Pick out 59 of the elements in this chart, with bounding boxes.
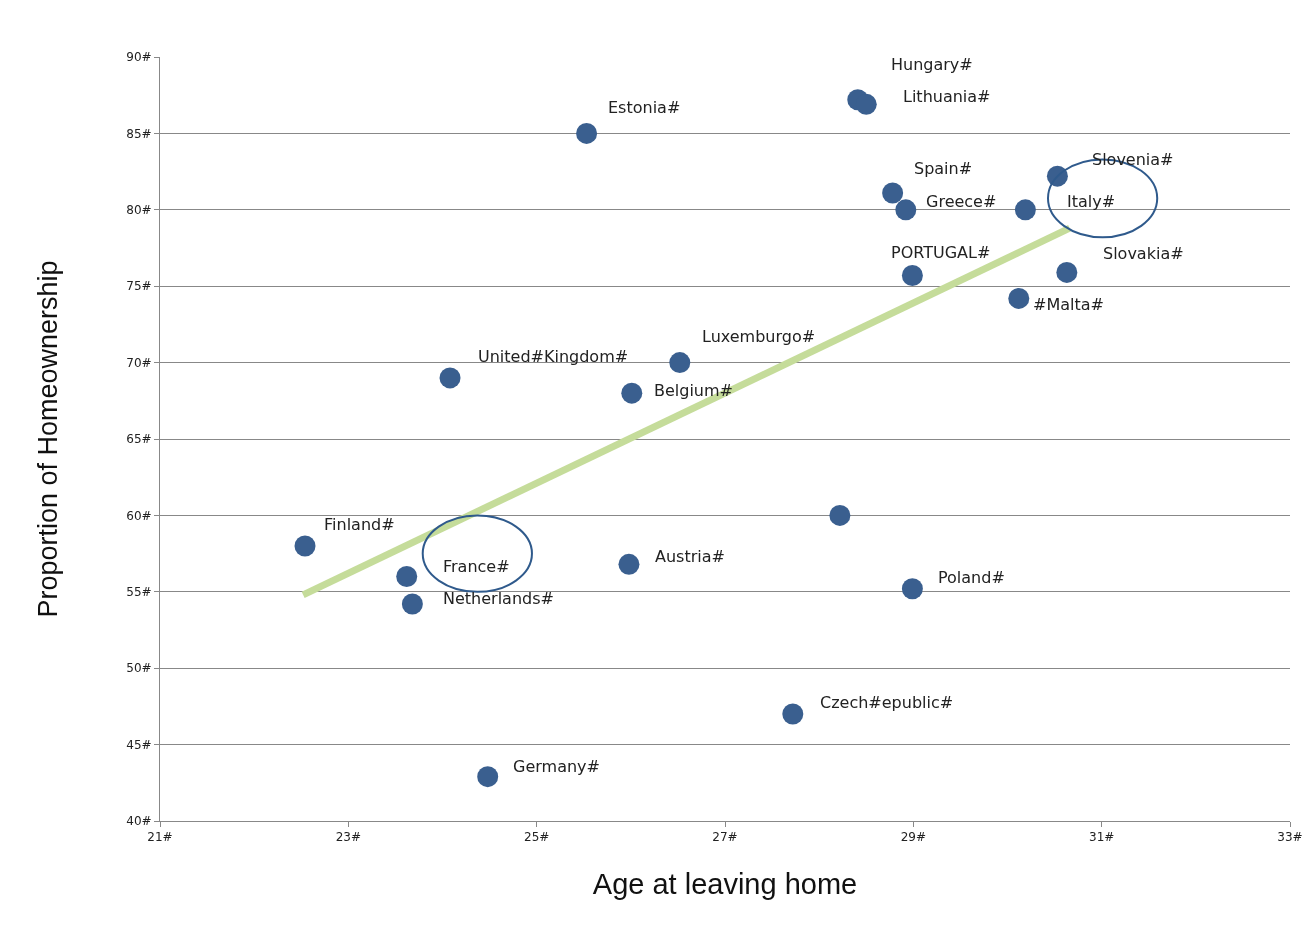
point	[882, 182, 904, 204]
point	[1008, 287, 1030, 309]
point	[901, 578, 923, 600]
x-axis-title: Age at leaving home	[592, 868, 858, 901]
y-tick-label: 90#	[126, 50, 152, 65]
annotation: Slovenia#	[1092, 150, 1174, 169]
annotation: #Malta#	[1033, 295, 1104, 314]
point	[855, 93, 877, 115]
y-tick-label: 70#	[126, 355, 152, 370]
point	[1014, 199, 1036, 221]
point	[669, 352, 691, 374]
annotation: Slovakia#	[1103, 244, 1184, 263]
x-tick-label: 23#	[335, 830, 361, 845]
point	[618, 553, 640, 575]
annotation: Netherlands#	[443, 589, 554, 608]
annotation: PORTUGAL#	[891, 243, 991, 262]
y-tick-label: 45#	[126, 737, 152, 752]
x-tick-label: 21#	[147, 830, 173, 845]
y-tick-label: 80#	[126, 203, 152, 217]
annotation: Germany#	[513, 757, 600, 776]
y-tick-label: 65#	[126, 432, 152, 447]
point	[895, 199, 917, 221]
point	[901, 265, 923, 286]
point	[829, 504, 851, 526]
y-tick-label: 85#	[126, 126, 152, 141]
annotation: Greece#	[926, 192, 997, 211]
y-axis-title: Proportion of Homeownership	[33, 260, 64, 618]
y-tick-label: 60#	[126, 508, 152, 523]
y-tick-label: 75#	[126, 279, 152, 294]
annotation: Estonia#	[608, 98, 681, 117]
annotation: Hungary#	[891, 55, 973, 74]
point	[294, 535, 316, 557]
x-tick-label: 25#	[524, 830, 550, 845]
annotation: Spain#	[914, 159, 973, 178]
point	[477, 766, 499, 788]
annotation: Austria#	[655, 547, 725, 566]
annotation: Italy#	[1067, 192, 1116, 211]
annotation: Lithuania#	[903, 87, 991, 106]
y-tick-label: 50#	[126, 661, 152, 676]
point	[621, 382, 643, 404]
annotation: Poland#	[938, 568, 1005, 587]
x-tick-label: 31#	[1089, 830, 1115, 845]
y-tick-label: 40#	[126, 814, 152, 829]
annotation: United#Kingdom#	[478, 347, 629, 366]
annotation: France#	[443, 557, 510, 576]
point	[782, 703, 804, 725]
point	[1056, 261, 1078, 283]
annotation: Belgium#	[654, 381, 733, 400]
annotation: Luxemburgo#	[702, 327, 816, 346]
annotation: Finland#	[324, 515, 395, 534]
x-tick-label: 29#	[900, 830, 926, 845]
y-tick-label: 55#	[126, 585, 152, 599]
point	[396, 566, 418, 588]
point	[401, 593, 423, 615]
x-tick-label: 33#	[1277, 830, 1303, 845]
point	[439, 367, 461, 389]
point	[576, 122, 598, 144]
x-tick-label: 27#	[712, 830, 738, 845]
annotation: Czech#epublic#	[820, 693, 954, 712]
